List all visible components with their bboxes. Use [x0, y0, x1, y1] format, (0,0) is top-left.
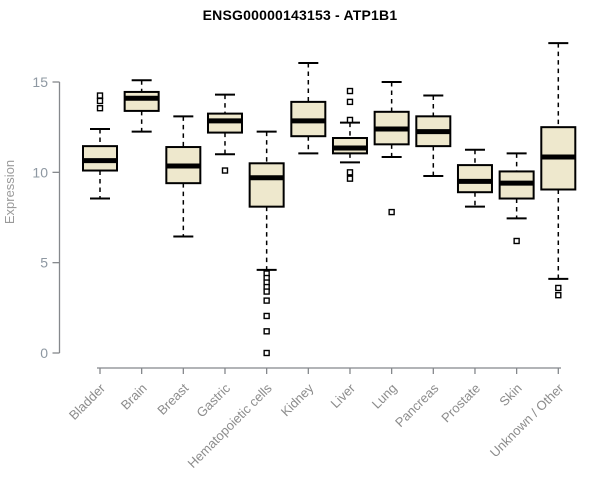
outlier-point: [96, 104, 104, 112]
box-unknown-other: [540, 42, 577, 299]
box-gastric: [206, 93, 243, 174]
outlier-point: [513, 237, 520, 245]
outlier-point: [346, 116, 354, 124]
box-prostate: [456, 148, 493, 208]
box-bladder: [82, 92, 118, 200]
category-label: Liver: [328, 380, 359, 411]
category-label: Bladder: [66, 380, 109, 423]
box-hematopoietic-cells: [248, 130, 285, 357]
outlier-point: [346, 169, 354, 176]
outlier-point: [263, 312, 270, 320]
box-breast: [165, 115, 202, 238]
category-label: Prostate: [438, 381, 483, 426]
category-label: Brain: [118, 381, 150, 413]
outlier-point: [96, 97, 104, 105]
outlier-point: [346, 175, 354, 182]
box-pancreas: [415, 94, 452, 177]
outlier-point: [96, 92, 104, 99]
outlier-point: [346, 98, 354, 106]
iqr-box: [248, 162, 285, 208]
iqr-box: [456, 164, 493, 194]
category-label: Kidney: [278, 380, 317, 419]
outlier-point: [555, 291, 562, 299]
outlier-point: [221, 167, 229, 174]
iqr-box: [123, 90, 160, 112]
box-kidney: [290, 62, 327, 155]
y-tick-label: 0: [40, 345, 48, 361]
y-axis: 0 5 10 15 Expression: [2, 74, 61, 361]
outlier-point: [263, 349, 270, 357]
category-label: Lung: [369, 381, 400, 412]
outlier-point: [555, 284, 562, 292]
box-brain: [123, 79, 160, 133]
category-label: Breast: [154, 380, 191, 417]
category-label: Gastric: [193, 380, 233, 420]
category-label: Unknown / Other: [487, 380, 567, 460]
outlier-point: [263, 328, 270, 335]
outlier-point: [263, 297, 270, 304]
y-tick-label: 15: [32, 74, 48, 90]
box-lung: [373, 81, 410, 216]
box-liver: [331, 87, 368, 182]
category-label: Pancreas: [392, 380, 442, 430]
box-skin: [498, 152, 535, 245]
y-axis-title: Expression: [2, 160, 17, 224]
y-tick-label: 10: [32, 164, 48, 180]
y-tick-label: 5: [40, 255, 48, 271]
outlier-point: [263, 288, 270, 295]
outlier-point: [388, 208, 395, 216]
chart-title: ENSG00000143153 - ATP1B1: [202, 7, 398, 23]
category-label: Skin: [496, 381, 524, 409]
outlier-point: [346, 87, 354, 95]
